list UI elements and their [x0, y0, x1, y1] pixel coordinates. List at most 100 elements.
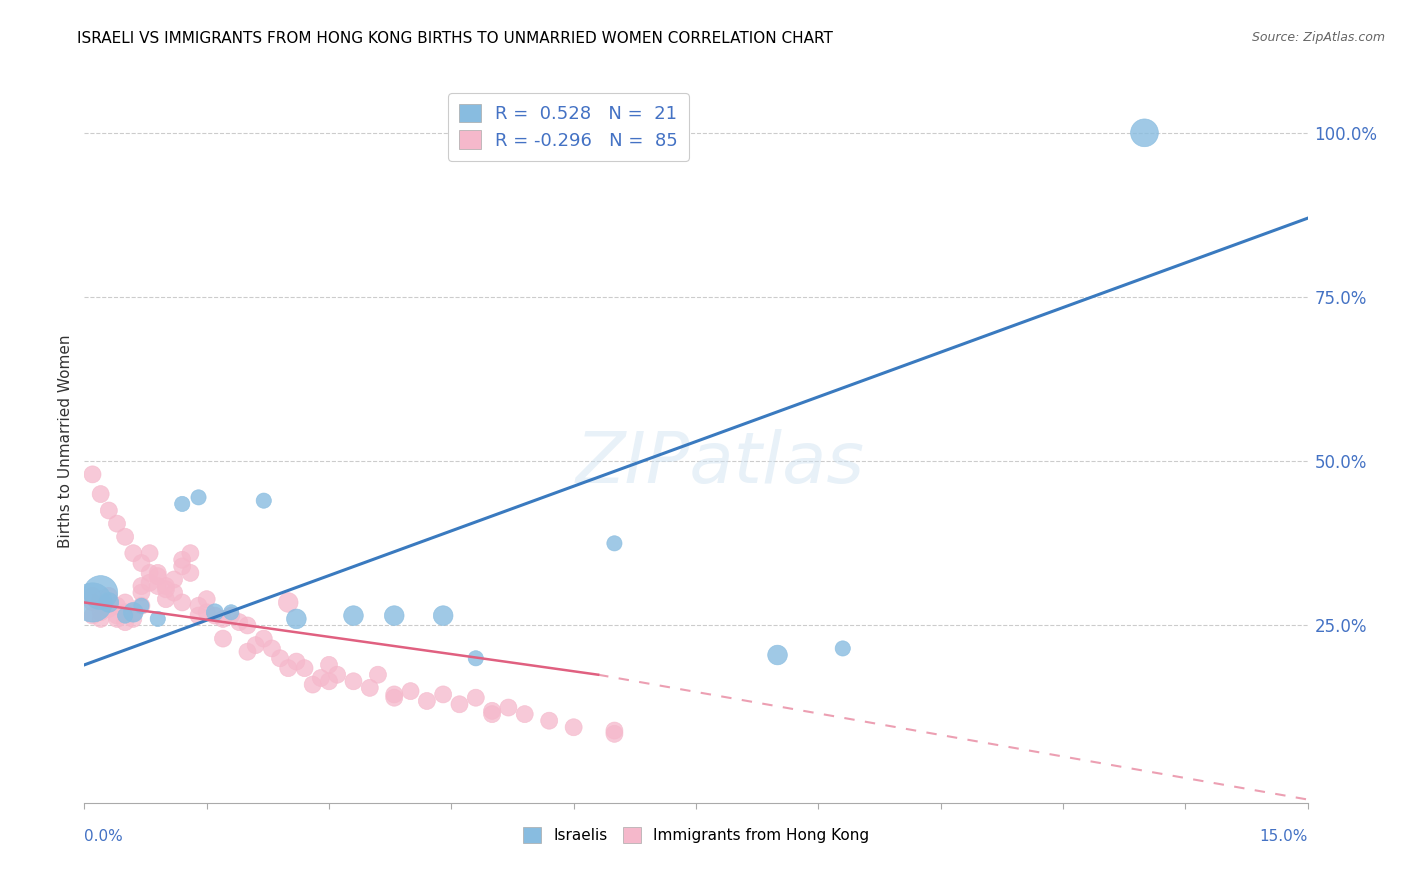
Point — [481, 707, 503, 722]
Point — [359, 681, 381, 695]
Point — [212, 632, 235, 646]
Point — [163, 573, 186, 587]
Point — [146, 566, 169, 580]
Point — [138, 566, 160, 580]
Point — [277, 661, 299, 675]
Point — [90, 585, 112, 599]
Point — [382, 687, 405, 701]
Point — [399, 684, 422, 698]
Point — [204, 605, 226, 619]
Point — [155, 592, 177, 607]
Point — [301, 677, 323, 691]
Point — [195, 592, 218, 607]
Point — [285, 612, 308, 626]
Point — [114, 615, 136, 630]
Point — [236, 645, 259, 659]
Point — [269, 651, 291, 665]
Point — [236, 618, 259, 632]
Point — [97, 595, 120, 609]
Point — [498, 700, 520, 714]
Point — [464, 690, 486, 705]
Point — [131, 556, 153, 570]
Point — [105, 599, 128, 613]
Point — [603, 723, 626, 738]
Point — [831, 641, 853, 656]
Point — [131, 579, 153, 593]
Point — [204, 608, 226, 623]
Point — [382, 690, 405, 705]
Text: ISRAELI VS IMMIGRANTS FROM HONG KONG BIRTHS TO UNMARRIED WOMEN CORRELATION CHART: ISRAELI VS IMMIGRANTS FROM HONG KONG BIR… — [77, 31, 834, 46]
Point — [219, 605, 242, 619]
Point — [82, 589, 104, 603]
Point — [172, 553, 194, 567]
Point — [285, 655, 308, 669]
Point — [82, 595, 104, 609]
Point — [146, 579, 169, 593]
Legend: Israelis, Immigrants from Hong Kong: Israelis, Immigrants from Hong Kong — [516, 822, 876, 849]
Point — [513, 707, 536, 722]
Point — [464, 651, 486, 665]
Point — [105, 612, 128, 626]
Point — [90, 592, 112, 607]
Point — [90, 612, 112, 626]
Text: 15.0%: 15.0% — [1260, 829, 1308, 844]
Point — [97, 589, 120, 603]
Point — [114, 608, 136, 623]
Point — [562, 720, 585, 734]
Point — [187, 608, 209, 623]
Point — [416, 694, 439, 708]
Point — [90, 487, 112, 501]
Point — [163, 585, 186, 599]
Point — [481, 704, 503, 718]
Point — [82, 595, 104, 609]
Point — [449, 698, 471, 712]
Point — [146, 569, 169, 583]
Point — [131, 585, 153, 599]
Point — [260, 641, 283, 656]
Point — [138, 575, 160, 590]
Point — [294, 661, 316, 675]
Point — [105, 608, 128, 623]
Point — [97, 602, 120, 616]
Point — [146, 612, 169, 626]
Point — [318, 674, 340, 689]
Point — [342, 674, 364, 689]
Point — [114, 605, 136, 619]
Text: 0.0%: 0.0% — [84, 829, 124, 844]
Point — [172, 595, 194, 609]
Point — [122, 546, 145, 560]
Point — [82, 608, 104, 623]
Point — [114, 530, 136, 544]
Point — [1133, 126, 1156, 140]
Point — [253, 493, 276, 508]
Point — [155, 582, 177, 597]
Point — [114, 595, 136, 609]
Point — [97, 595, 120, 609]
Point — [603, 536, 626, 550]
Point — [318, 657, 340, 672]
Point — [432, 608, 454, 623]
Point — [97, 503, 120, 517]
Point — [122, 612, 145, 626]
Point — [432, 687, 454, 701]
Y-axis label: Births to Unmarried Women: Births to Unmarried Women — [58, 334, 73, 549]
Point — [131, 599, 153, 613]
Point — [309, 671, 332, 685]
Point — [122, 605, 145, 619]
Point — [90, 605, 112, 619]
Point — [122, 605, 145, 619]
Point — [326, 667, 349, 681]
Point — [82, 467, 104, 482]
Point — [155, 579, 177, 593]
Point — [212, 612, 235, 626]
Point — [277, 595, 299, 609]
Point — [538, 714, 561, 728]
Point — [245, 638, 267, 652]
Point — [253, 632, 276, 646]
Text: ZIPatlas: ZIPatlas — [576, 429, 865, 498]
Point — [228, 615, 250, 630]
Point — [219, 608, 242, 623]
Point — [382, 608, 405, 623]
Point — [195, 605, 218, 619]
Point — [367, 667, 389, 681]
